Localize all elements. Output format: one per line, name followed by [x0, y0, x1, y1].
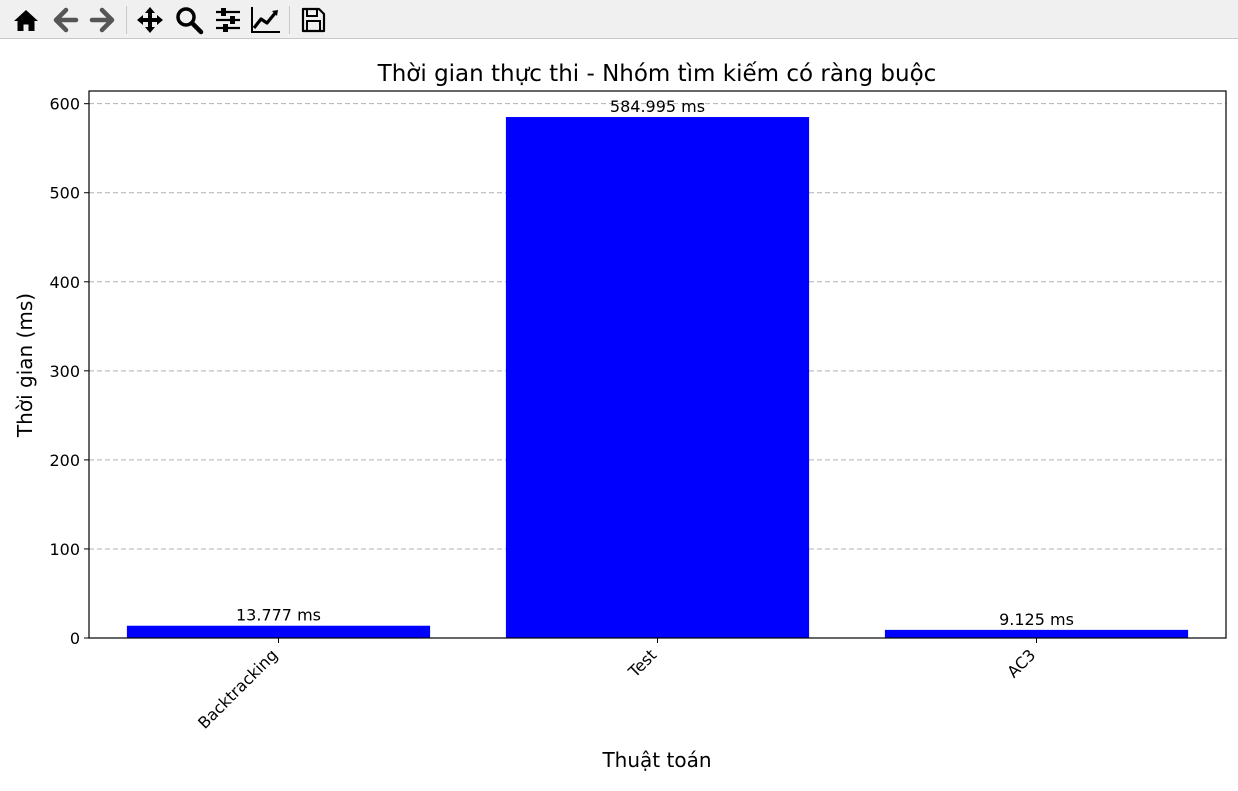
- bar-value-label: 13.777 ms: [236, 606, 321, 625]
- forward-icon: [89, 7, 115, 33]
- zoom-button[interactable]: [172, 3, 206, 37]
- toolbar-separator: [126, 6, 127, 34]
- toolbar: [0, 0, 1238, 39]
- edit-axis-button[interactable]: [249, 3, 283, 37]
- forward-button[interactable]: [86, 3, 120, 37]
- y-tick-label: 600: [49, 95, 80, 114]
- save-button[interactable]: [296, 3, 330, 37]
- y-tick-label: 100: [49, 540, 80, 559]
- toolbar-separator: [289, 6, 290, 34]
- pan-button[interactable]: [133, 3, 167, 37]
- bar-backtracking: [126, 625, 431, 638]
- y-tick-label: 500: [49, 184, 80, 203]
- x-axis-label: Thuật toán: [601, 748, 711, 772]
- bar-value-labels: 13.777 ms 584.995 ms 9.125 ms: [236, 97, 1074, 629]
- y-axis-label: Thời gian (ms): [13, 293, 37, 438]
- y-tick-label: 400: [49, 273, 80, 292]
- y-tick-label: 0: [70, 629, 80, 648]
- back-icon: [53, 7, 79, 33]
- bar-test: [505, 117, 810, 639]
- bar-ac3: [884, 629, 1189, 638]
- y-tick-label: 300: [49, 362, 80, 381]
- chart-area: 0 100 200 300 400 500 600 Backtracking Test AC3 …: [0, 40, 1238, 787]
- home-button[interactable]: [9, 3, 43, 37]
- configure-subplots-icon: [216, 8, 240, 32]
- chart-title: Thời gian thực thi - Nhóm tìm kiếm có rà…: [377, 61, 937, 87]
- back-button[interactable]: [48, 3, 82, 37]
- y-axis-ticks: 0 100 200 300 400 500 600: [49, 95, 89, 648]
- zoom-icon: [176, 7, 204, 35]
- edit-axis-icon: [251, 7, 280, 33]
- x-tick-label: AC3: [1003, 645, 1039, 681]
- bar-value-label: 9.125 ms: [999, 610, 1074, 629]
- bars: [126, 117, 1189, 639]
- x-axis-ticks: Backtracking Test AC3: [194, 638, 1039, 733]
- x-tick-label: Backtracking: [194, 645, 281, 732]
- pan-icon: [137, 7, 163, 33]
- save-icon: [301, 7, 326, 33]
- x-tick-label: Test: [624, 645, 660, 681]
- configure-subplots-button[interactable]: [211, 3, 245, 37]
- y-tick-label: 200: [49, 451, 80, 470]
- home-icon: [14, 10, 38, 31]
- bar-value-label: 584.995 ms: [610, 97, 705, 116]
